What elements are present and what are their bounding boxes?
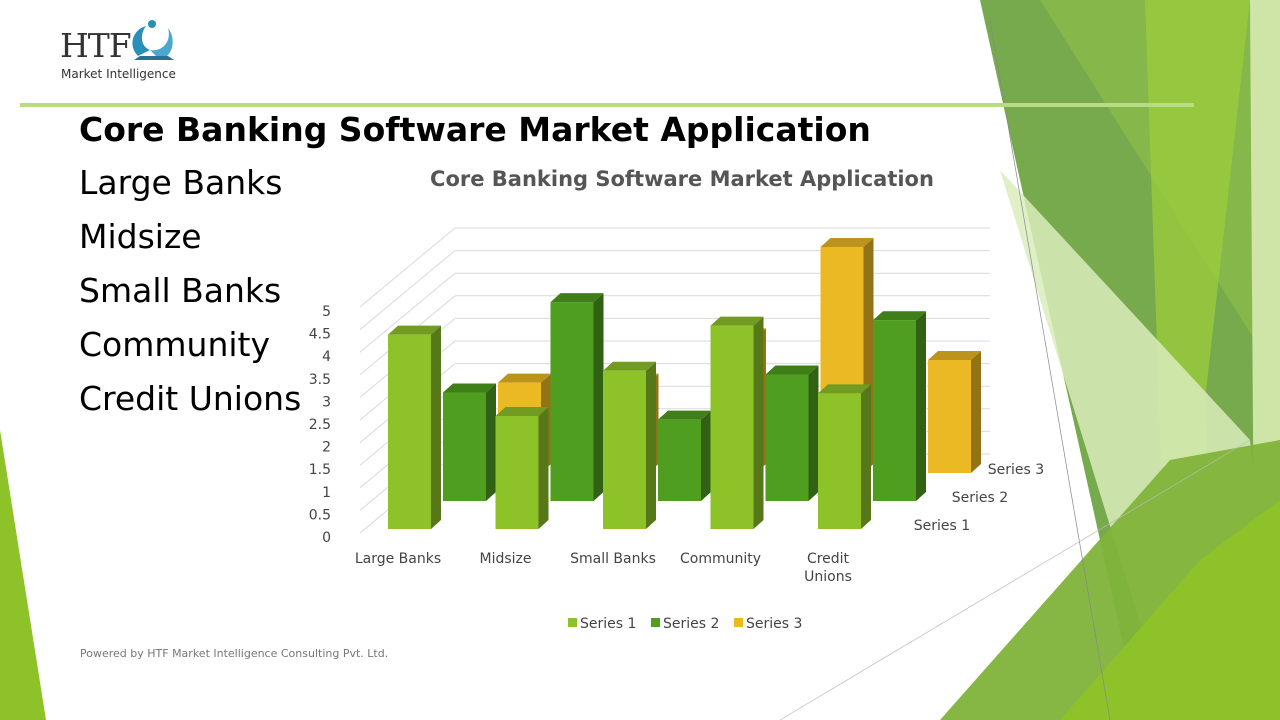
bar-side <box>486 383 496 501</box>
slide-title: Core Banking Software Market Application <box>79 110 871 149</box>
bar-top <box>550 293 604 303</box>
bar-front <box>928 360 971 473</box>
application-item: Credit Unions <box>79 379 302 418</box>
bar-side <box>593 293 604 501</box>
x-tick-label: Small Banks <box>570 551 656 567</box>
application-item: Small Banks <box>79 271 282 310</box>
bar-front <box>550 302 594 501</box>
y-tick-label: 4 <box>322 349 331 365</box>
bar-front <box>658 419 701 501</box>
legend-swatch <box>734 618 743 627</box>
bar-top <box>443 383 496 393</box>
bar-side <box>808 365 819 501</box>
bar-side <box>701 410 711 501</box>
y-tick-label: 1 <box>322 485 331 501</box>
y-tick-label: 1.5 <box>309 462 331 478</box>
bar-front <box>495 416 539 529</box>
logo-mark-icon <box>132 20 174 60</box>
bar-top <box>818 384 871 394</box>
bar <box>443 383 496 501</box>
bar-side <box>971 351 981 473</box>
legend-label: Series 2 <box>663 616 719 632</box>
depth-tick-label: Series 1 <box>914 518 970 534</box>
bar-top <box>388 325 441 335</box>
depth-tick-label: Series 3 <box>988 462 1044 478</box>
x-tick-label: Large Banks <box>355 551 441 567</box>
chart-legend: Series 1 Series 2 Series 3 <box>568 616 802 632</box>
bar <box>550 293 604 501</box>
bar-front <box>443 392 486 501</box>
y-tick-label: 2 <box>322 440 331 456</box>
y-tick-label: 5 <box>322 304 331 320</box>
legend-label: Series 3 <box>746 616 802 632</box>
bar-front <box>603 370 646 529</box>
y-tick-label: 2.5 <box>309 417 331 433</box>
bar <box>495 407 549 529</box>
depth-axis-ticks: Series 1 Series 2 Series 3 <box>914 462 1044 534</box>
application-list: Large Banks Midsize Small Banks Communit… <box>79 163 301 433</box>
bar-top <box>710 316 764 326</box>
gridline-depth <box>359 250 456 330</box>
y-axis-ticks: 0 0.5 1 1.5 2 2.5 3 3.5 4 4.5 5 <box>309 304 331 546</box>
x-axis-ticks: Large Banks Midsize Small Banks Community Cr… <box>355 551 852 585</box>
gridline-depth <box>359 272 456 353</box>
depth-tick-label: Series 2 <box>952 490 1008 506</box>
y-tick-label: 0.5 <box>309 507 331 523</box>
bar-side <box>646 361 656 529</box>
x-tick-label: Community <box>680 551 761 567</box>
bar <box>765 365 819 501</box>
bar-side <box>916 311 926 501</box>
bar-top <box>495 407 549 416</box>
bar-front <box>765 374 809 501</box>
bar-top <box>603 361 656 371</box>
gridline-depth <box>359 227 456 308</box>
bar-top <box>873 311 926 321</box>
bar <box>603 361 656 529</box>
bar-top <box>820 238 874 247</box>
legend-swatch <box>651 618 660 627</box>
y-tick-label: 3 <box>322 394 331 410</box>
application-item: Large Banks <box>79 163 283 202</box>
bar <box>388 325 441 529</box>
bar-side <box>538 407 549 529</box>
bar-top <box>498 373 551 383</box>
application-item: Community <box>79 325 270 364</box>
bar-side <box>753 316 764 529</box>
y-tick-label: 3.5 <box>309 372 331 388</box>
x-tick-label: Credit Unions <box>804 551 852 585</box>
header-divider <box>20 103 1194 107</box>
bar-top <box>765 365 819 375</box>
logo-tagline: Market Intelligence <box>61 67 176 81</box>
htf-logo: HTF Market Intelligence <box>58 16 188 88</box>
bar <box>658 410 711 501</box>
legend-swatch <box>568 618 577 627</box>
application-item: Midsize <box>79 217 202 256</box>
y-tick-label: 4.5 <box>309 327 331 343</box>
x-tick-label: Midsize <box>479 551 531 567</box>
chart-title: Core Banking Software Market Application <box>430 167 934 191</box>
footer-credit: Powered by HTF Market Intelligence Consu… <box>80 647 389 660</box>
bar <box>818 384 871 529</box>
bar <box>873 311 926 501</box>
bar-front <box>873 320 916 501</box>
bar-top <box>928 351 981 360</box>
logo-wordmark: HTF <box>60 26 132 65</box>
bar-front <box>710 325 754 529</box>
bar-side <box>861 384 871 529</box>
bar <box>928 351 981 473</box>
legend-label: Series 1 <box>580 616 636 632</box>
bar-front <box>818 393 861 529</box>
y-tick-label: 0 <box>322 530 331 546</box>
bar-side <box>431 325 441 529</box>
bar <box>710 316 764 529</box>
bar-top <box>658 410 711 420</box>
bar-front <box>388 334 431 529</box>
chart-bars <box>388 238 981 529</box>
